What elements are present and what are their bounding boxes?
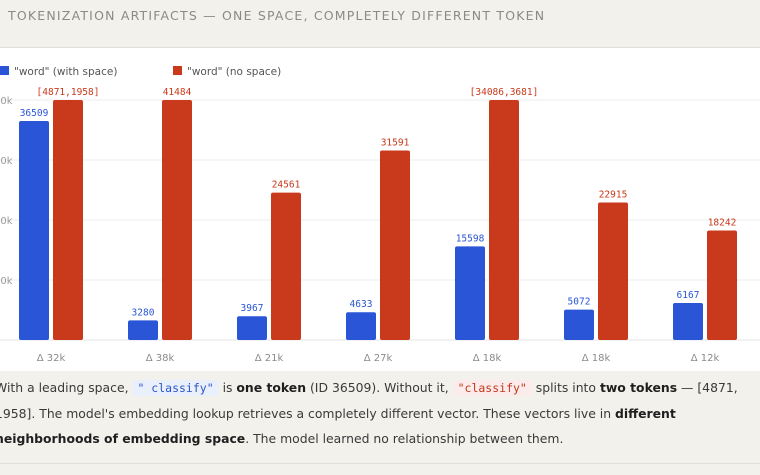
bar-value-label: 24561 <box>272 180 301 191</box>
bar-chart: 40k 30k 20k 10k "word" (with space) "word" (n… <box>0 66 760 364</box>
bar <box>489 100 519 340</box>
bar-value-label: 31591 <box>381 137 410 148</box>
bar-value-label: [4871,1958] <box>37 87 100 98</box>
bar-value-label: 36509 <box>20 108 49 119</box>
x-category-label: Δ 32k <box>37 353 66 364</box>
bar-value-label: 4633 <box>350 299 373 310</box>
y-tick-label: 20k <box>0 216 13 227</box>
page-title: TOKENIZATION ARTIFACTS — ONE SPACE, COMP… <box>8 8 546 23</box>
bar <box>237 316 267 340</box>
legend-label: "word" (with space) <box>14 66 117 78</box>
bar <box>598 202 628 340</box>
x-category-label: Δ 27k <box>364 353 393 364</box>
bar-value-label: 41484 <box>163 87 192 98</box>
y-tick-label: 10k <box>0 276 13 287</box>
bar <box>707 230 737 340</box>
desc-bold-two-tokens: two tokens <box>599 380 678 395</box>
bar-value-label: 22915 <box>599 190 628 201</box>
desc-text-5: — [4871, 1958]. The model's embedding lo… <box>0 380 738 421</box>
bar <box>128 320 158 340</box>
x-category-label: Δ 18k <box>582 353 611 364</box>
bar-value-label: 18242 <box>708 218 737 229</box>
legend-label: "word" (no space) <box>187 66 281 78</box>
desc-text-4: splits into <box>531 380 600 395</box>
bar-value-label: 5072 <box>568 297 591 308</box>
footer-divider <box>0 463 760 464</box>
header-bar: TOKENIZATION ARTIFACTS — ONE SPACE, COMP… <box>0 0 760 48</box>
bar <box>162 100 192 340</box>
x-category-label: Δ 21k <box>255 353 284 364</box>
bar-value-label: 3967 <box>241 303 264 314</box>
bar <box>380 150 410 340</box>
x-category-label: Δ 38k <box>146 353 175 364</box>
desc-bold-one-token: one token <box>236 380 307 395</box>
desc-text-6: . The model learned no relationship betw… <box>245 431 564 446</box>
desc-bold-neighborhoods: different neighborhoods of embedding spa… <box>0 406 676 446</box>
y-tick-label: 30k <box>0 156 13 167</box>
desc-text-1: With a leading space, <box>0 380 133 395</box>
bar <box>455 246 485 340</box>
code-no-space: "classify" <box>452 380 532 396</box>
bar <box>346 312 376 340</box>
x-category-label: Δ 18k <box>473 353 502 364</box>
bar <box>564 309 594 340</box>
bar-value-label: [34086,3681] <box>470 87 539 98</box>
bar <box>19 120 49 340</box>
desc-text-3: (ID 36509). Without it, <box>306 380 453 395</box>
bar-value-label: 3280 <box>132 307 155 318</box>
bar <box>271 192 301 340</box>
desc-text-2: is <box>218 380 237 395</box>
description-paragraph: With a leading space, " classify" is one… <box>0 375 760 451</box>
y-tick-label: 40k <box>0 96 13 107</box>
legend-swatch <box>173 66 182 75</box>
bar <box>53 100 83 340</box>
bar-value-label: 6167 <box>677 290 700 301</box>
x-category-label: Δ 12k <box>691 353 720 364</box>
bar <box>673 302 703 340</box>
legend-swatch <box>0 66 9 75</box>
code-with-space: " classify" <box>132 380 219 396</box>
bar-value-label: 15598 <box>456 233 485 244</box>
